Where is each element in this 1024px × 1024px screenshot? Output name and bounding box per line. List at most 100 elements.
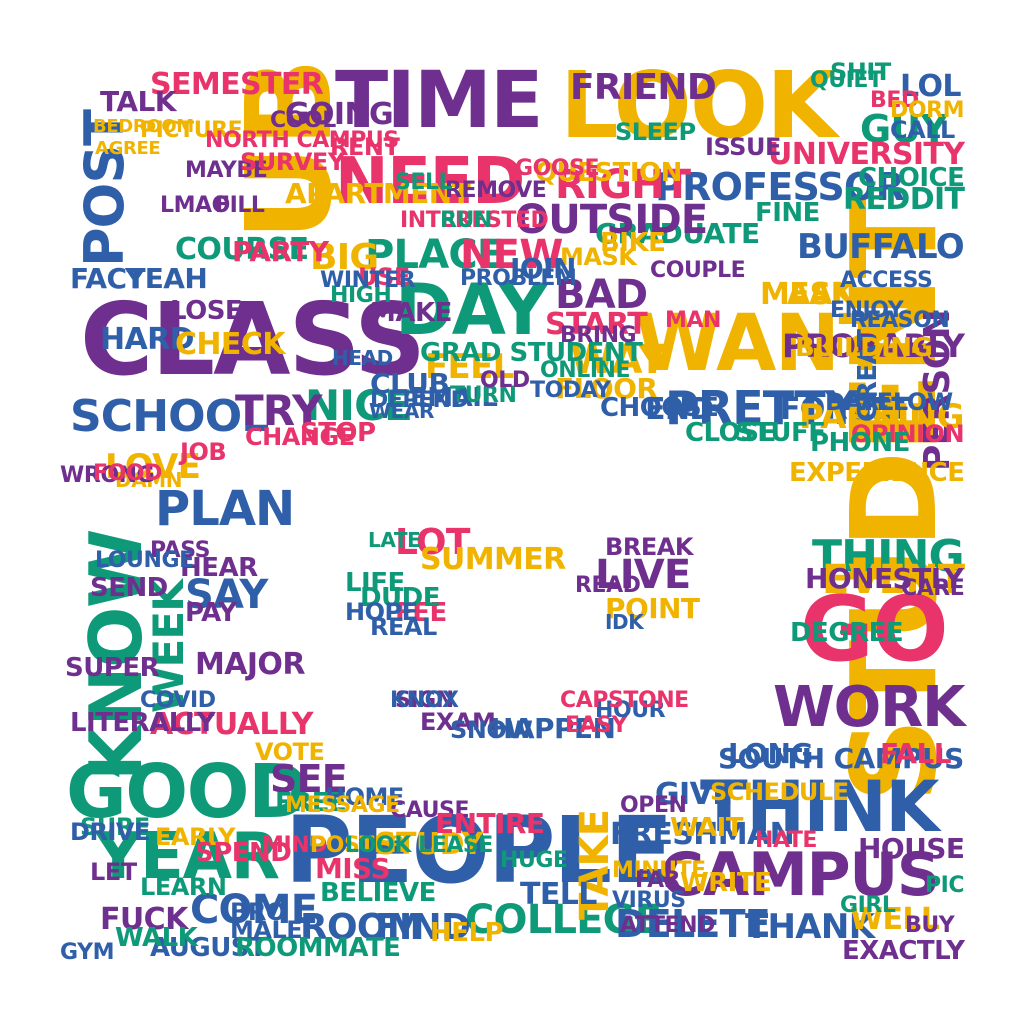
word-see: SEE <box>270 757 348 801</box>
word-exam: EXAM <box>420 708 496 736</box>
word-real: REAL <box>370 613 437 641</box>
word-day: DAY <box>395 269 548 351</box>
word-opinion: OPINION <box>851 420 965 448</box>
word-parking: PARKING <box>799 397 965 437</box>
word-room: ROOM <box>300 907 423 948</box>
word-buffalo: BUFFALO <box>797 227 965 267</box>
word-work: WORK <box>773 675 966 740</box>
word-fine: FINE <box>755 198 820 228</box>
word-pic: PIC <box>925 873 965 898</box>
word-big: BIG <box>310 237 379 278</box>
word-way: WAY <box>570 337 667 383</box>
word-try: TRY <box>235 386 322 435</box>
word-bro: BRO <box>230 898 286 926</box>
word-break: BREAK <box>605 533 693 561</box>
word-need: NEED <box>335 145 525 219</box>
word-come: COME <box>190 887 318 933</box>
word-interested: INTERESTED <box>400 208 549 233</box>
word-floor: FLOOR <box>555 372 658 405</box>
word-entire: ENTIRE <box>435 807 545 840</box>
word-study: STUDY <box>375 827 483 862</box>
word-idk: IDK <box>605 610 644 634</box>
word-call: CALL <box>890 116 955 144</box>
word-check: CHECK <box>175 327 285 362</box>
word-love: LOVE <box>105 447 201 487</box>
word-yeah: YEAH <box>125 262 208 295</box>
word-go: GO <box>800 577 949 682</box>
word-online: ONLINE <box>540 358 631 383</box>
word-buy: BUY <box>905 913 955 938</box>
word-enjoy: ENJOY <box>830 298 904 323</box>
word-issue: ISSUE <box>705 133 781 161</box>
word-guy: GUY <box>860 107 948 151</box>
word-people: PEOPLE <box>285 797 673 904</box>
word-north-campus: NORTH CAMPUS <box>205 128 399 153</box>
word-outside: OUTSIDE <box>515 197 708 243</box>
word-professor: PROFESSOR <box>655 165 905 209</box>
word-huge: HUGE <box>500 848 568 873</box>
word-spend: SPEND <box>195 838 292 868</box>
word-pretty: PRETTY <box>665 381 858 435</box>
word-ask: ASK <box>787 277 854 312</box>
word-schedule: SCHEDULE <box>710 778 849 806</box>
word-mind: MIND <box>262 833 327 858</box>
word-male: MALE <box>230 916 303 944</box>
word-feel: FEEL <box>425 347 514 387</box>
word-live: LIVE <box>595 552 691 598</box>
word-talk: TALK <box>100 85 176 118</box>
word-literally: LITERALLY <box>70 708 216 738</box>
word-phone: PHONE <box>810 428 910 458</box>
word-far: FAR <box>635 868 681 893</box>
word-hard: HARD <box>100 322 195 357</box>
word-graduate: GRADUATE <box>595 217 760 250</box>
word-fall: FALL <box>880 737 952 770</box>
word-bad: BAD <box>555 272 648 318</box>
word-gym: GYM <box>60 940 115 965</box>
word-choice: CHOICE <box>858 163 965 193</box>
word-hour: HOUR <box>595 698 666 723</box>
word-snow: SNOW <box>450 716 533 744</box>
word-learn: LEARN <box>140 873 227 901</box>
word-make: MAKE <box>370 298 452 328</box>
word-mean: MEAN <box>760 277 857 312</box>
word-goose: GOOSE <box>515 156 600 181</box>
word-believe: BELIEVE <box>320 878 436 908</box>
word-plan: PLAN <box>155 481 295 537</box>
word-choose: CHOOSE <box>600 393 719 423</box>
word-bike: BIKE <box>600 228 666 258</box>
word-drive: DRIVE <box>70 818 150 846</box>
word-dude: DUDE <box>360 583 440 613</box>
word-remove: REMOVE <box>445 178 547 203</box>
word-girl: GIRL <box>840 893 896 918</box>
word-look: LOOK <box>560 52 838 159</box>
word-fee: FEE <box>395 598 447 628</box>
word-forget: FORGET <box>780 392 912 427</box>
word-honestly: HONESTLY <box>805 562 964 595</box>
word-hear: HEAR <box>180 553 258 583</box>
word-maybe: MAYBE <box>185 158 268 183</box>
word-super: SUPER <box>65 653 160 683</box>
word-year: YEAR <box>95 820 280 894</box>
word-sure: SURE <box>80 813 150 841</box>
word-class: CLASS <box>80 281 426 398</box>
word-south-campus: SOUTH CAMPUS <box>718 742 964 775</box>
word-sign: SIGN <box>395 688 454 713</box>
word-say: SAY <box>185 572 268 618</box>
word-care: CARE <box>901 576 965 601</box>
word-write: WRITE <box>680 868 772 898</box>
word-mask: MASK <box>560 243 637 271</box>
word-bedroom: BEDROOM <box>93 116 194 137</box>
word-rent: RENT <box>330 133 400 161</box>
word-lounge: LOUNGE <box>95 548 194 573</box>
word-college: COLLEGE <box>465 897 662 943</box>
word-read: READ <box>575 573 641 598</box>
word-cause: CAUSE <box>390 798 470 823</box>
word-life: LIFE <box>345 568 405 598</box>
word-time: TIME <box>335 56 543 146</box>
word-want: WANT <box>635 299 892 389</box>
word-semester: SEMESTER <box>150 67 324 102</box>
word-bed: BED <box>870 88 919 113</box>
word-grad-student: GRAD STUDENT <box>420 338 643 368</box>
word-delete: DELETE <box>615 902 771 946</box>
